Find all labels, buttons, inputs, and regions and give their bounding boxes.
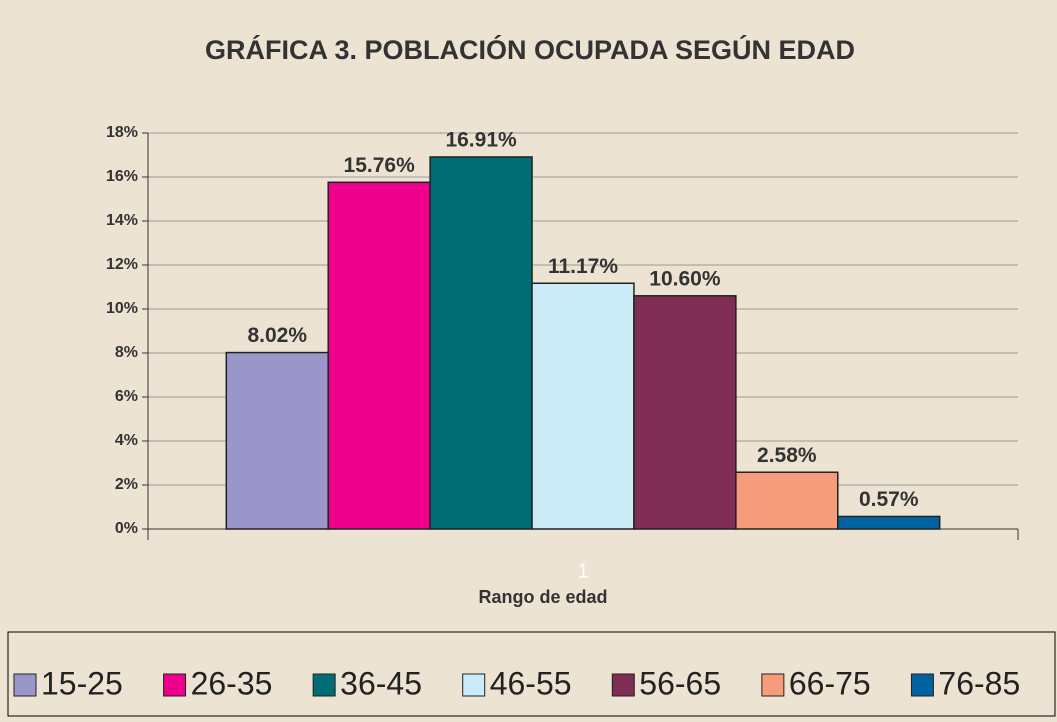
data-label: 2.58% <box>757 444 817 467</box>
legend-swatch <box>611 673 635 697</box>
legend-swatch <box>163 673 187 697</box>
chart-title: GRÁFICA 3. POBLACIÓN OCUPADA SEGÚN EDAD <box>205 34 855 65</box>
legend-swatch <box>761 673 785 697</box>
y-tick-label: 16% <box>106 168 138 185</box>
legend-swatch <box>910 673 934 697</box>
legend-label: 76-85 <box>938 665 1020 701</box>
x-axis-title: Rango de edad <box>478 587 607 607</box>
bar <box>633 295 737 530</box>
bar <box>735 471 839 530</box>
y-tick-label: 0% <box>115 520 138 537</box>
data-label: 16.91% <box>445 129 517 152</box>
bar <box>837 515 941 530</box>
legend-swatch <box>312 673 336 697</box>
bar <box>327 181 431 530</box>
bar <box>531 282 635 530</box>
x-tick-label: 1 <box>577 560 588 582</box>
legend-label: 66-75 <box>789 665 871 701</box>
y-tick-label: 6% <box>115 388 138 405</box>
bar <box>225 351 329 530</box>
legend-label: 46-55 <box>490 665 572 701</box>
y-tick-label: 14% <box>106 212 138 229</box>
legend-label: 36-45 <box>340 665 422 701</box>
legend-label: 15-25 <box>41 665 123 701</box>
legend-label: 26-35 <box>191 665 273 701</box>
data-label: 0.57% <box>859 488 919 511</box>
data-label: 10.60% <box>649 267 721 290</box>
y-tick-label: 10% <box>106 300 138 317</box>
data-label: 11.17% <box>548 255 618 278</box>
bar <box>429 156 533 530</box>
y-tick-label: 12% <box>106 256 138 273</box>
y-tick-label: 8% <box>115 344 138 361</box>
data-label: 8.02% <box>247 324 307 347</box>
legend-label: 56-65 <box>639 665 721 701</box>
legend-box <box>7 631 1056 717</box>
legend-swatch <box>462 673 486 697</box>
y-tick-label: 18% <box>106 124 138 141</box>
legend-swatch <box>13 673 37 697</box>
y-tick-label: 4% <box>115 432 138 449</box>
y-tick-label: 2% <box>115 476 138 493</box>
data-label: 15.76% <box>344 154 416 177</box>
